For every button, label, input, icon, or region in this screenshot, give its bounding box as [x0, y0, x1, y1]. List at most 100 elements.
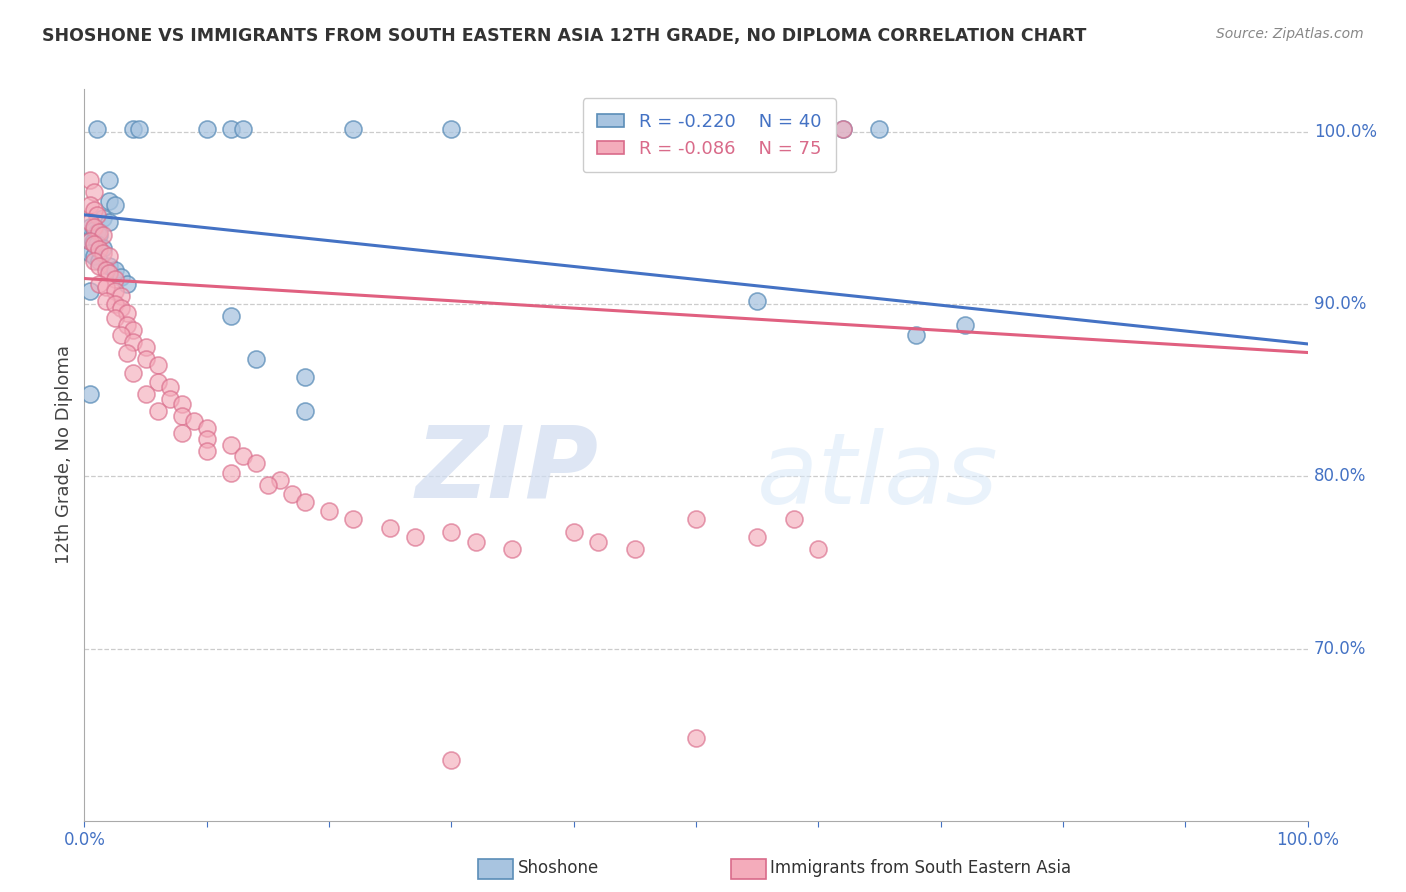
- Point: [783, 121, 806, 136]
- Point: [342, 121, 364, 136]
- Point: [83, 249, 105, 263]
- Point: [110, 328, 132, 343]
- Point: [342, 512, 364, 526]
- Text: 70.0%: 70.0%: [1313, 640, 1367, 657]
- Point: [281, 486, 304, 500]
- Point: [807, 541, 830, 556]
- Point: [104, 311, 127, 326]
- Point: [219, 121, 242, 136]
- Point: [79, 387, 101, 401]
- Point: [159, 392, 181, 406]
- Point: [122, 366, 145, 380]
- Point: [219, 438, 242, 452]
- Point: [97, 194, 120, 208]
- Point: [404, 530, 426, 544]
- Text: Shoshone: Shoshone: [517, 859, 599, 877]
- Point: [232, 449, 254, 463]
- Point: [110, 301, 132, 315]
- Point: [87, 225, 110, 239]
- Point: [294, 495, 316, 509]
- Point: [83, 186, 105, 200]
- Text: SHOSHONE VS IMMIGRANTS FROM SOUTH EASTERN ASIA 12TH GRADE, NO DIPLOMA CORRELATIO: SHOSHONE VS IMMIGRANTS FROM SOUTH EASTER…: [42, 27, 1087, 45]
- Point: [87, 228, 110, 243]
- Point: [96, 280, 118, 294]
- Point: [257, 478, 280, 492]
- Point: [380, 521, 402, 535]
- Point: [122, 323, 145, 337]
- Point: [294, 369, 316, 384]
- Point: [86, 208, 108, 222]
- Point: [97, 249, 120, 263]
- Point: [96, 293, 118, 308]
- Point: [135, 352, 157, 367]
- Point: [195, 421, 218, 435]
- Point: [97, 266, 120, 280]
- Point: [79, 215, 101, 229]
- Point: [79, 219, 101, 234]
- Text: 100.0%: 100.0%: [1313, 123, 1376, 141]
- Point: [831, 121, 853, 136]
- Point: [219, 310, 242, 324]
- Point: [135, 387, 157, 401]
- Point: [195, 443, 218, 458]
- Text: Source: ZipAtlas.com: Source: ZipAtlas.com: [1216, 27, 1364, 41]
- Point: [146, 375, 169, 389]
- Point: [79, 173, 101, 187]
- Point: [232, 121, 254, 136]
- Point: [953, 318, 976, 332]
- Point: [83, 219, 105, 234]
- Point: [83, 254, 105, 268]
- Point: [110, 269, 132, 284]
- Point: [440, 753, 463, 767]
- Point: [110, 289, 132, 303]
- Point: [869, 121, 891, 136]
- Point: [97, 260, 120, 274]
- Point: [96, 263, 118, 277]
- Point: [83, 202, 105, 217]
- Point: [104, 197, 127, 211]
- Point: [115, 306, 138, 320]
- Point: [97, 173, 120, 187]
- Text: 90.0%: 90.0%: [1313, 295, 1367, 313]
- Point: [501, 541, 523, 556]
- Point: [172, 397, 194, 411]
- Text: atlas: atlas: [758, 428, 998, 525]
- Point: [104, 263, 127, 277]
- Point: [122, 335, 145, 350]
- Point: [79, 197, 101, 211]
- Point: [747, 530, 769, 544]
- Point: [128, 121, 150, 136]
- Point: [245, 456, 267, 470]
- Point: [586, 534, 609, 549]
- Text: Immigrants from South Eastern Asia: Immigrants from South Eastern Asia: [770, 859, 1071, 877]
- Point: [115, 277, 138, 291]
- Point: [195, 432, 218, 446]
- Point: [172, 426, 194, 441]
- Point: [122, 121, 145, 136]
- Point: [685, 731, 707, 745]
- Point: [86, 225, 108, 239]
- Point: [318, 504, 340, 518]
- Point: [115, 318, 138, 332]
- Point: [747, 121, 769, 136]
- Point: [464, 534, 486, 549]
- Point: [91, 245, 114, 260]
- Point: [685, 512, 707, 526]
- Point: [86, 237, 108, 252]
- Point: [269, 473, 291, 487]
- Point: [146, 358, 169, 372]
- Text: ZIP: ZIP: [415, 421, 598, 518]
- Point: [91, 241, 114, 255]
- Point: [79, 284, 101, 298]
- Point: [219, 466, 242, 480]
- Point: [905, 328, 928, 343]
- Point: [79, 234, 101, 248]
- Point: [97, 215, 120, 229]
- Point: [82, 235, 104, 250]
- Y-axis label: 12th Grade, No Diploma: 12th Grade, No Diploma: [55, 345, 73, 565]
- Point: [91, 228, 114, 243]
- Point: [159, 380, 181, 394]
- Text: 80.0%: 80.0%: [1313, 467, 1367, 485]
- Point: [104, 284, 127, 298]
- Point: [440, 524, 463, 539]
